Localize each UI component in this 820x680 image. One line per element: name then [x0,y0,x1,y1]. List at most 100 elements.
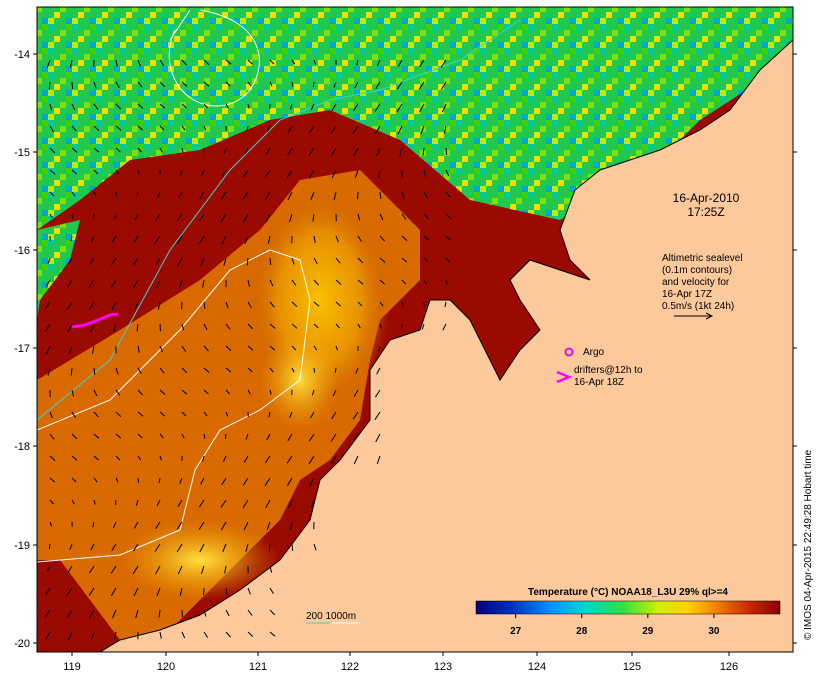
velocity-arrow [264,169,271,178]
velocity-arrow [199,191,205,200]
velocity-arrow [401,257,408,263]
velocity-arrow [333,81,337,88]
velocity-arrow [136,191,139,198]
velocity-arrow [269,279,274,287]
velocity-arrow [379,213,384,221]
velocity-arrow [114,631,117,640]
velocity-arrow [268,543,271,552]
velocity-arrow [379,235,385,242]
velocity-arrow [132,543,139,552]
velocity-arrow [313,323,319,329]
velocity-arrow [445,147,448,156]
velocity-arrow [308,169,315,179]
velocity-arrow [133,279,139,289]
velocity-arrow [110,587,117,597]
velocity-arrow [445,169,450,177]
velocity-arrow [243,521,249,531]
velocity-arrow [68,345,73,355]
velocity-arrow [49,125,54,132]
velocity-arrow [247,345,254,351]
velocity-arrow [70,235,73,242]
velocity-arrow [353,147,359,157]
velocity-arrow [376,367,381,375]
velocity-arrow [269,389,272,395]
velocity-arrow [203,433,206,439]
velocity-arrow [203,147,205,154]
velocity-arrow [71,125,77,132]
velocity-arrow [291,367,295,373]
velocity-arrow [111,235,117,243]
velocity-arrow [401,213,407,220]
velocity-arrow [68,257,73,265]
altimetry-legend-line: 0.5m/s (1kt 24h) [662,301,734,312]
velocity-arrow [397,125,403,135]
velocity-arrow [137,59,142,67]
velocity-arrow [286,455,293,464]
velocity-arrow [313,257,318,265]
velocity-arrow [133,521,139,529]
velocity-arrow [115,125,122,131]
velocity-arrow [225,345,232,351]
velocity-arrow [330,125,337,134]
velocity-arrow [115,191,118,197]
y-tick-label: -15 [14,147,30,159]
velocity-arrow [88,565,95,574]
velocity-arrow [181,411,187,417]
velocity-arrow [243,455,249,463]
velocity-arrow [442,323,447,331]
velocity-arrow [49,213,53,219]
velocity-arrow [445,213,452,219]
velocity-arrow [203,345,209,352]
velocity-arrow [159,411,166,417]
velocity-arrow [66,609,73,619]
velocity-arrow [291,301,298,308]
velocity-arrow [115,389,121,396]
velocity-arrow [245,433,249,440]
y-axis: -14 -15 -16 -17 -18 -19 -20 [14,49,797,650]
velocity-arrow [71,411,77,418]
velocity-arrow [181,103,187,109]
altimetry-legend-line: 16-Apr 17Z [662,289,712,300]
velocity-arrow [113,521,117,528]
velocity-arrow [244,235,249,245]
velocity-arrow [243,213,249,223]
velocity-arrow [353,455,359,465]
velocity-arrow [159,59,165,66]
velocity-arrow [137,169,140,175]
velocity-arrow [154,543,161,552]
velocity-arrow [69,59,73,68]
velocity-arrow [202,279,205,288]
velocity-arrow [221,235,227,245]
velocity-arrow [71,169,77,175]
velocity-arrow [264,455,271,464]
drifter-legend-line: drifters@12h to [574,365,643,376]
velocity-arrow [47,367,51,376]
velocity-arrow [159,147,163,153]
y-tick-label: -19 [14,540,30,552]
velocity-arrow [225,59,232,65]
velocity-arrow [179,587,183,596]
velocity-arrow [159,455,162,461]
velocity-arrow [202,455,205,462]
velocity-arrow [247,631,254,637]
velocity-arrow [440,81,447,91]
velocity-arrow [44,323,51,333]
velocity-arrow [67,323,73,333]
velocity-arrow [374,411,381,420]
colorbar-tick-label: 28 [576,626,588,637]
velocity-arrow [93,169,99,175]
velocity-arrow [66,587,73,596]
velocity-arrow [198,213,205,222]
velocity-arrow [46,59,51,69]
scale-arrow-head [705,312,714,320]
velocity-arrow [66,301,73,310]
velocity-arrow [181,147,184,153]
velocity-arrow [159,367,165,374]
velocity-arrow [71,147,78,153]
velocity-arrow [331,455,337,465]
plot-frame [36,6,794,653]
velocity-arrow [178,191,183,199]
velocity-arrow [375,433,381,443]
velocity-arrow [71,191,76,197]
